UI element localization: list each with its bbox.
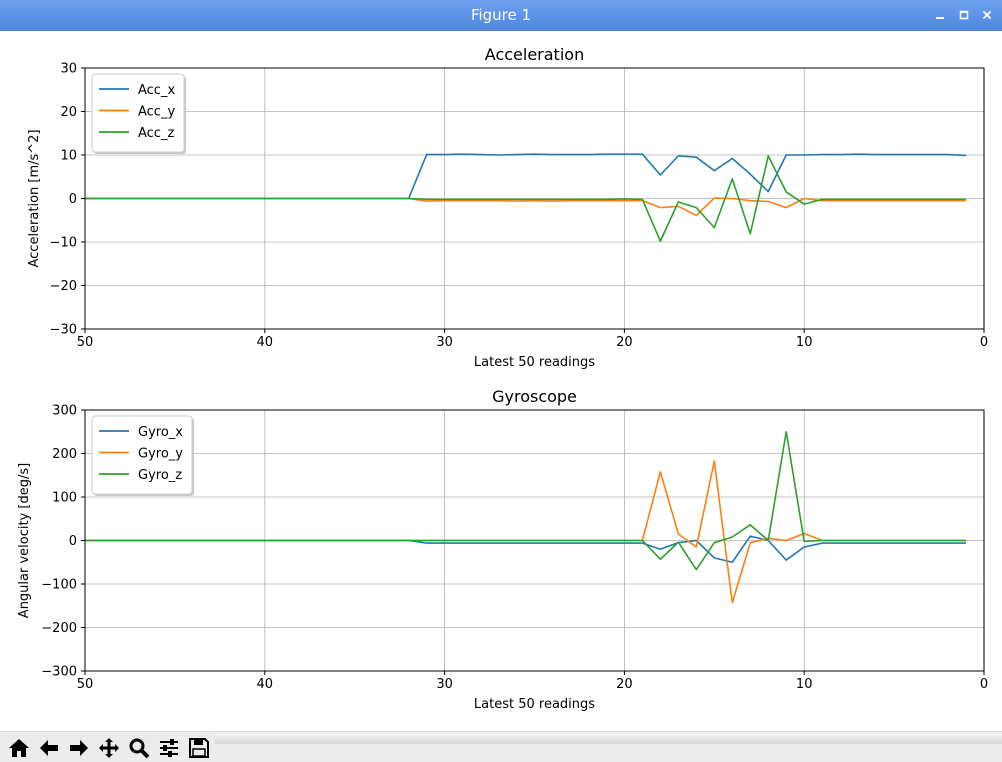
chart-title: Acceleration (485, 45, 584, 64)
toolbar-shade (215, 734, 1002, 744)
legend-label: Acc_z (138, 126, 174, 141)
legend: Acc_x Acc_y Acc_z (91, 73, 186, 154)
maximize-icon[interactable] (958, 9, 970, 21)
x-tick-label: 50 (77, 335, 94, 350)
home-icon (9, 739, 29, 757)
y-axis-label: Angular velocity [deg/s] (17, 463, 32, 618)
legend: Gyro_x Gyro_y Gyro_z (91, 415, 194, 496)
x-tick-label: 20 (616, 335, 633, 350)
y-tick-label: −300 (41, 665, 77, 680)
x-axis-label: Latest 50 readings (474, 355, 595, 370)
chart-0: 50 40 30 20 10 0 −30 −20 −10 0 10 20 30 Acceleration L… (27, 45, 988, 370)
y-tick-label: 10 (60, 149, 77, 164)
x-tick-label: 20 (616, 677, 633, 692)
close-icon[interactable] (981, 9, 993, 21)
x-tick-label: 10 (796, 335, 813, 350)
configure-subplots-button[interactable] (156, 735, 182, 761)
y-tick-label: −30 (50, 323, 77, 338)
navigation-toolbar (0, 731, 1002, 762)
x-tick-label: 50 (77, 677, 94, 692)
title-bar[interactable]: Figure 1 (0, 0, 1002, 31)
back-arrow-icon (40, 740, 58, 756)
y-tick-label: 20 (60, 105, 77, 120)
forward-arrow-icon (70, 740, 88, 756)
x-tick-label: 0 (980, 335, 988, 350)
figure-svg: 50 40 30 20 10 0−30−20−100102030AccelerationL… (17, 45, 988, 712)
legend-label: Gyro_z (138, 468, 182, 483)
y-tick-label: 30 (60, 62, 77, 77)
pan-button[interactable] (96, 735, 122, 761)
save-icon (189, 738, 209, 758)
home-button[interactable] (6, 735, 32, 761)
y-tick-label: −200 (41, 621, 77, 636)
x-tick-label: 40 (257, 677, 274, 692)
chart-title: Gyroscope (492, 387, 577, 406)
x-tick-label: 30 (436, 677, 453, 692)
y-tick-label: −10 (50, 236, 77, 251)
y-tick-label: −20 (50, 279, 77, 294)
minimize-icon[interactable] (934, 9, 946, 21)
configure-subplots-icon (160, 739, 178, 757)
legend-label: Gyro_y (138, 447, 183, 462)
figure-canvas[interactable]: 50 40 30 20 10 0 −30 −20 −10 0 10 20 30 Acceleration L… (3, 31, 999, 731)
legend-label: Acc_y (138, 105, 175, 120)
back-button[interactable] (36, 735, 62, 761)
legend-label: Acc_x (138, 83, 175, 98)
y-tick-label: −100 (41, 578, 77, 593)
forward-button[interactable] (66, 735, 92, 761)
x-tick-label: 10 (796, 677, 813, 692)
y-tick-label: 100 (52, 491, 77, 506)
window-title: Figure 1 (470, 6, 532, 24)
y-tick-label: 300 (52, 404, 77, 419)
y-tick-label: 0 (69, 534, 77, 549)
save-button[interactable] (186, 735, 212, 761)
x-tick-label: 30 (436, 335, 453, 350)
legend-label: Gyro_x (138, 425, 183, 440)
x-tick-label: 0 (980, 677, 988, 692)
series-line-gyro_z (85, 430, 967, 571)
series-line-acc_z (85, 155, 967, 242)
y-axis-label: Acceleration [m/s^2] (27, 129, 42, 267)
y-tick-label: 0 (69, 192, 77, 207)
x-tick-label: 40 (257, 335, 274, 350)
pan-icon (99, 738, 119, 758)
zoom-button[interactable] (126, 735, 152, 761)
y-tick-label: 200 (52, 447, 77, 462)
zoom-icon (129, 738, 150, 759)
chart-1: 50 40 30 20 10 0−300−200−1000100200300Gyrosco… (17, 387, 988, 712)
x-axis-label: Latest 50 readings (474, 697, 595, 712)
